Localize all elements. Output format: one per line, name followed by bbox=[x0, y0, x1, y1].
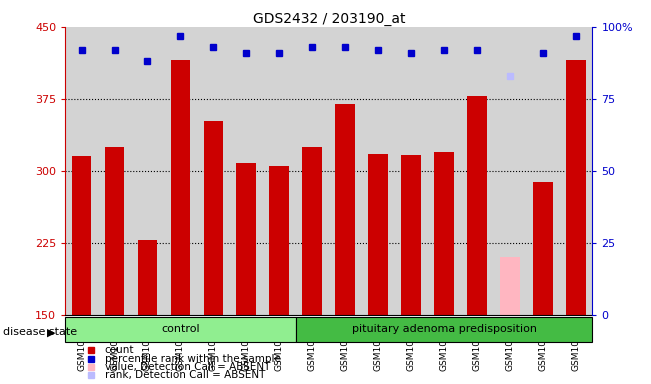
Bar bbox=[236, 163, 256, 314]
Text: count: count bbox=[105, 346, 134, 356]
FancyBboxPatch shape bbox=[65, 316, 296, 343]
Text: ▶: ▶ bbox=[47, 327, 55, 337]
Bar bbox=[270, 166, 289, 314]
Bar bbox=[566, 60, 586, 314]
Text: value, Detection Call = ABSENT: value, Detection Call = ABSENT bbox=[105, 362, 270, 372]
Bar bbox=[401, 156, 421, 314]
Bar bbox=[500, 257, 520, 314]
Bar bbox=[302, 147, 322, 314]
FancyBboxPatch shape bbox=[296, 316, 592, 343]
Bar bbox=[204, 121, 223, 314]
Text: pituitary adenoma predisposition: pituitary adenoma predisposition bbox=[352, 324, 536, 334]
Bar bbox=[72, 156, 91, 314]
Bar bbox=[137, 240, 158, 314]
Bar bbox=[368, 154, 388, 314]
Text: rank, Detection Call = ABSENT: rank, Detection Call = ABSENT bbox=[105, 371, 265, 381]
Bar bbox=[533, 182, 553, 314]
Text: disease state: disease state bbox=[3, 327, 77, 337]
Bar bbox=[467, 96, 487, 314]
Bar bbox=[434, 152, 454, 314]
Bar bbox=[171, 60, 190, 314]
Text: percentile rank within the sample: percentile rank within the sample bbox=[105, 354, 281, 364]
Bar bbox=[335, 104, 355, 314]
Text: control: control bbox=[161, 324, 200, 334]
Title: GDS2432 / 203190_at: GDS2432 / 203190_at bbox=[253, 12, 405, 26]
Bar bbox=[105, 147, 124, 314]
